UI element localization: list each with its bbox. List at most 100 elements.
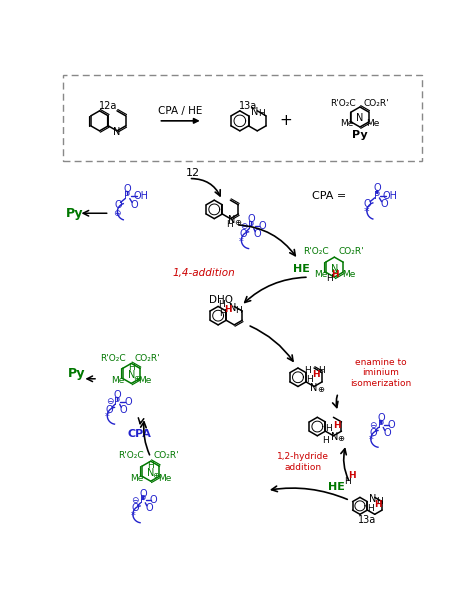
Text: CO₂R': CO₂R' bbox=[135, 353, 160, 362]
Text: CPA =: CPA = bbox=[312, 191, 346, 201]
Text: H: H bbox=[128, 363, 135, 372]
Text: H: H bbox=[318, 366, 324, 375]
Text: N: N bbox=[330, 432, 338, 442]
Text: H: H bbox=[312, 371, 320, 379]
Text: OH: OH bbox=[133, 191, 148, 201]
Text: ⊖: ⊖ bbox=[369, 421, 377, 430]
Text: P: P bbox=[378, 420, 384, 430]
Text: enamine to
iminium
isomerization: enamine to iminium isomerization bbox=[350, 358, 411, 388]
Text: N: N bbox=[228, 215, 236, 225]
Text: HE: HE bbox=[328, 481, 345, 491]
Text: H: H bbox=[224, 305, 231, 314]
Text: ⊕: ⊕ bbox=[234, 218, 241, 227]
Text: N: N bbox=[310, 383, 318, 393]
Text: O: O bbox=[254, 229, 262, 239]
Text: O: O bbox=[247, 214, 255, 224]
Text: Me: Me bbox=[342, 270, 355, 278]
Text: P: P bbox=[125, 191, 130, 201]
Text: ⊕: ⊕ bbox=[114, 209, 121, 218]
Text: P: P bbox=[140, 496, 146, 506]
Text: O: O bbox=[369, 428, 377, 438]
Text: O: O bbox=[383, 428, 391, 438]
Text: H: H bbox=[304, 366, 311, 375]
Text: CPA: CPA bbox=[127, 430, 151, 439]
Text: O: O bbox=[114, 200, 122, 210]
Text: O: O bbox=[146, 503, 153, 513]
Text: H: H bbox=[147, 461, 154, 470]
Text: H: H bbox=[226, 220, 233, 230]
Text: Me: Me bbox=[314, 270, 327, 278]
Text: R'O₂C: R'O₂C bbox=[330, 99, 356, 107]
Text: CO₂R': CO₂R' bbox=[154, 451, 180, 460]
Text: O: O bbox=[150, 496, 158, 506]
Text: P: P bbox=[374, 191, 380, 201]
Text: N: N bbox=[229, 303, 237, 313]
Text: *: * bbox=[105, 412, 109, 422]
Text: O: O bbox=[373, 183, 381, 193]
Text: H: H bbox=[219, 309, 226, 318]
Text: H: H bbox=[331, 269, 338, 278]
Text: H: H bbox=[258, 109, 264, 119]
Text: 13a: 13a bbox=[239, 101, 258, 112]
Text: *: * bbox=[239, 237, 244, 247]
Text: N: N bbox=[331, 264, 338, 274]
Text: *: * bbox=[130, 511, 135, 521]
Text: Py: Py bbox=[68, 367, 85, 380]
Text: N: N bbox=[356, 113, 364, 123]
Text: O: O bbox=[240, 229, 247, 239]
Text: ⊕: ⊕ bbox=[317, 385, 324, 394]
Text: ⊖: ⊖ bbox=[106, 398, 113, 407]
Text: R'O₂C: R'O₂C bbox=[303, 247, 329, 256]
Text: +: + bbox=[279, 113, 292, 129]
Text: Me: Me bbox=[366, 119, 380, 129]
Text: Py: Py bbox=[352, 130, 368, 140]
Text: ⊖: ⊖ bbox=[240, 222, 247, 231]
Text: P: P bbox=[248, 221, 255, 231]
Text: O: O bbox=[120, 405, 128, 415]
Text: H: H bbox=[326, 424, 332, 433]
Text: H: H bbox=[344, 477, 351, 486]
Text: O: O bbox=[377, 413, 385, 423]
Text: O: O bbox=[258, 221, 266, 231]
Text: OH: OH bbox=[383, 191, 398, 201]
Text: 1,4-addition: 1,4-addition bbox=[173, 268, 236, 278]
Text: N: N bbox=[369, 494, 377, 504]
Text: ⊖: ⊖ bbox=[131, 496, 139, 505]
Text: O: O bbox=[388, 420, 395, 430]
Text: N: N bbox=[251, 107, 259, 117]
Text: O: O bbox=[364, 199, 372, 209]
Text: O: O bbox=[139, 489, 147, 499]
Text: H: H bbox=[236, 306, 242, 315]
Text: ⊕: ⊕ bbox=[133, 373, 140, 382]
Text: *: * bbox=[368, 435, 373, 445]
Text: O: O bbox=[131, 503, 139, 513]
Text: R'O₂C: R'O₂C bbox=[100, 353, 126, 362]
Text: Me: Me bbox=[158, 474, 171, 483]
Text: O: O bbox=[124, 397, 132, 407]
Text: Me: Me bbox=[111, 376, 124, 385]
Text: CPA / HE: CPA / HE bbox=[158, 106, 202, 116]
Text: H: H bbox=[348, 471, 356, 480]
Text: O: O bbox=[131, 200, 138, 210]
Text: O: O bbox=[124, 183, 131, 194]
Text: H: H bbox=[218, 300, 225, 309]
Text: H: H bbox=[374, 500, 382, 509]
Text: H: H bbox=[322, 436, 329, 445]
Text: DHQ: DHQ bbox=[209, 295, 233, 305]
Text: P: P bbox=[114, 397, 120, 407]
Text: N: N bbox=[113, 127, 121, 137]
Text: N: N bbox=[147, 468, 155, 478]
Text: H: H bbox=[367, 504, 374, 513]
Text: *: * bbox=[364, 208, 369, 218]
Text: O: O bbox=[106, 405, 113, 415]
Text: Me: Me bbox=[340, 119, 354, 129]
Text: R'O₂C: R'O₂C bbox=[118, 451, 144, 460]
Text: Me: Me bbox=[138, 376, 152, 385]
Text: 12: 12 bbox=[185, 168, 200, 178]
Text: H: H bbox=[333, 421, 340, 430]
Text: ⊕: ⊕ bbox=[337, 434, 344, 443]
Text: CO₂R': CO₂R' bbox=[363, 99, 389, 107]
Text: Py: Py bbox=[66, 206, 83, 219]
Text: H: H bbox=[306, 375, 313, 384]
Text: 12a: 12a bbox=[99, 101, 118, 112]
